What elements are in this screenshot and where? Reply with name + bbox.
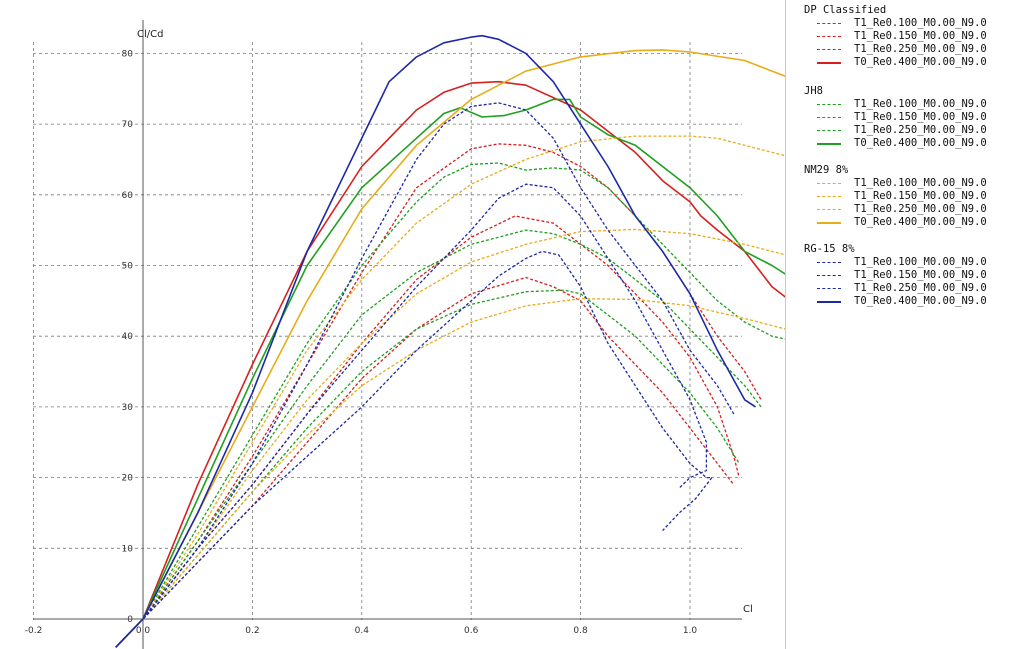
legend-entry: T1_Re0.250_M0.00_N9.0 xyxy=(804,124,987,137)
legend-label: T0_Re0.400_M0.00_N9.0 xyxy=(854,295,987,307)
series-line-3-1 xyxy=(115,183,708,648)
y-tick-label: 20 xyxy=(122,474,134,484)
legend-swatch xyxy=(817,143,841,145)
legend-label: T1_Re0.150_M0.00_N9.0 xyxy=(854,30,987,42)
legend: DP Classified T1_Re0.100_M0.00_N9.0 T1_Re0… xyxy=(785,0,1022,649)
series-line-0-1 xyxy=(115,215,740,648)
legend-label: T1_Re0.150_M0.00_N9.0 xyxy=(854,111,987,123)
x-tick-label: 0.4 xyxy=(355,626,370,636)
legend-entry: T1_Re0.100_M0.00_N9.0 xyxy=(804,177,987,190)
legend-label: T1_Re0.150_M0.00_N9.0 xyxy=(854,269,987,281)
legend-swatch xyxy=(817,117,841,118)
legend-label: T1_Re0.100_M0.00_N9.0 xyxy=(854,17,987,29)
legend-label: T1_Re0.100_M0.00_N9.0 xyxy=(854,256,987,268)
legend-group: DP Classified T1_Re0.100_M0.00_N9.0 T1_Re0… xyxy=(804,3,987,69)
series-line-2-2 xyxy=(115,135,785,648)
legend-entry: T1_Re0.250_M0.00_N9.0 xyxy=(804,203,987,216)
legend-group: JH8 T1_Re0.100_M0.00_N9.0 T1_Re0.150_M0.00… xyxy=(804,84,987,150)
legend-label: T1_Re0.150_M0.00_N9.0 xyxy=(854,190,987,202)
y-tick-label: 10 xyxy=(122,544,134,554)
legend-label: T0_Re0.400_M0.00_N9.0 xyxy=(854,137,987,149)
legend-entry: T1_Re0.150_M0.00_N9.0 xyxy=(804,269,987,282)
legend-swatch xyxy=(817,222,841,224)
x-axis-label: Cl xyxy=(743,604,753,615)
legend-entry: T1_Re0.100_M0.00_N9.0 xyxy=(804,17,987,30)
series-lines xyxy=(115,34,785,648)
y-tick-label: 30 xyxy=(122,403,134,413)
legend-swatch xyxy=(817,49,841,50)
legend-swatch xyxy=(817,275,841,276)
legend-group: RG-15 8% T1_Re0.100_M0.00_N9.0 T1_Re0.150_… xyxy=(804,242,987,308)
legend-swatch xyxy=(817,288,841,289)
legend-label: T1_Re0.100_M0.00_N9.0 xyxy=(854,98,987,110)
legend-entry: T0_Re0.400_M0.00_N9.0 xyxy=(804,56,987,69)
legend-swatch xyxy=(817,262,841,263)
series-line-1-3 xyxy=(115,98,785,648)
chart-svg: -0.2 0.0 0.2 0.4 0.6 0.8 1.001020304050607080 … xyxy=(25,20,785,649)
legend-label: T1_Re0.250_M0.00_N9.0 xyxy=(854,124,987,136)
y-axis-label: Cl/Cd xyxy=(137,29,163,40)
legend-entry: T1_Re0.100_M0.00_N9.0 xyxy=(804,256,987,269)
y-tick-label: 60 xyxy=(122,191,134,201)
y-tick-label: 40 xyxy=(122,332,134,342)
legend-swatch xyxy=(817,183,841,184)
legend-swatch xyxy=(817,130,841,131)
legend-swatch xyxy=(817,301,841,303)
series-line-1-2 xyxy=(115,162,785,648)
legend-entry: T0_Re0.400_M0.00_N9.0 xyxy=(804,216,987,229)
series-line-3-2 xyxy=(115,102,735,648)
series-line-3-0 xyxy=(115,250,713,648)
legend-entry: T1_Re0.100_M0.00_N9.0 xyxy=(804,98,987,111)
legend-entry: T1_Re0.250_M0.00_N9.0 xyxy=(804,43,987,56)
y-tick-label: 50 xyxy=(122,262,134,272)
series-line-1-0 xyxy=(115,289,740,648)
legend-entry: T1_Re0.150_M0.00_N9.0 xyxy=(804,30,987,43)
legend-group-title: JH8 xyxy=(804,85,823,97)
legend-swatch xyxy=(817,196,841,197)
legend-entry: T1_Re0.150_M0.00_N9.0 xyxy=(804,111,987,124)
legend-swatch xyxy=(817,36,841,37)
x-tick-label: 0.8 xyxy=(573,626,588,636)
legend-label: T1_Re0.100_M0.00_N9.0 xyxy=(854,177,987,189)
legend-label: T1_Re0.250_M0.00_N9.0 xyxy=(854,43,987,55)
x-tick-label: 0.2 xyxy=(245,626,259,636)
series-line-2-0 xyxy=(115,298,785,648)
plot-area: -0.2 0.0 0.2 0.4 0.6 0.8 1.0 0 10 20 30 40 50 60 70 80 … xyxy=(25,20,785,649)
y-tick-label: 70 xyxy=(122,120,134,130)
x-tick-label: -0.2 xyxy=(25,626,43,636)
series-line-2-1 xyxy=(115,228,785,648)
legend-group-title: NM29 8% xyxy=(804,164,849,176)
legend-label: T1_Re0.250_M0.00_N9.0 xyxy=(854,282,987,294)
y-tick-label: 0 xyxy=(127,615,133,625)
series-line-1-1 xyxy=(115,229,762,648)
legend-group: NM29 8% T1_Re0.100_M0.00_N9.0 T1_Re0.150_M… xyxy=(804,163,987,229)
series-line-2-3 xyxy=(115,49,785,648)
legend-swatch xyxy=(817,209,841,210)
series-line-3-3 xyxy=(115,34,757,648)
legend-swatch xyxy=(817,62,841,64)
y-tick-label: 80 xyxy=(122,49,134,59)
legend-swatch xyxy=(817,104,841,105)
legend-group-title: DP Classified xyxy=(804,4,887,16)
legend-label: T1_Re0.250_M0.00_N9.0 xyxy=(854,203,987,215)
gridlines xyxy=(33,42,742,620)
x-tick-label: 1.0 xyxy=(683,626,698,636)
legend-entry: T1_Re0.250_M0.00_N9.0 xyxy=(804,282,987,295)
legend-entry: T0_Re0.400_M0.00_N9.0 xyxy=(804,295,987,308)
legend-label: T0_Re0.400_M0.00_N9.0 xyxy=(854,216,987,228)
x-tick-label: 0.6 xyxy=(464,626,479,636)
legend-swatch xyxy=(817,23,841,24)
legend-entry: T0_Re0.400_M0.00_N9.0 xyxy=(804,137,987,150)
legend-label: T0_Re0.400_M0.00_N9.0 xyxy=(854,56,987,68)
legend-entry: T1_Re0.150_M0.00_N9.0 xyxy=(804,190,987,203)
legend-group-title: RG-15 8% xyxy=(804,243,855,255)
series-line-0-3 xyxy=(115,80,785,648)
